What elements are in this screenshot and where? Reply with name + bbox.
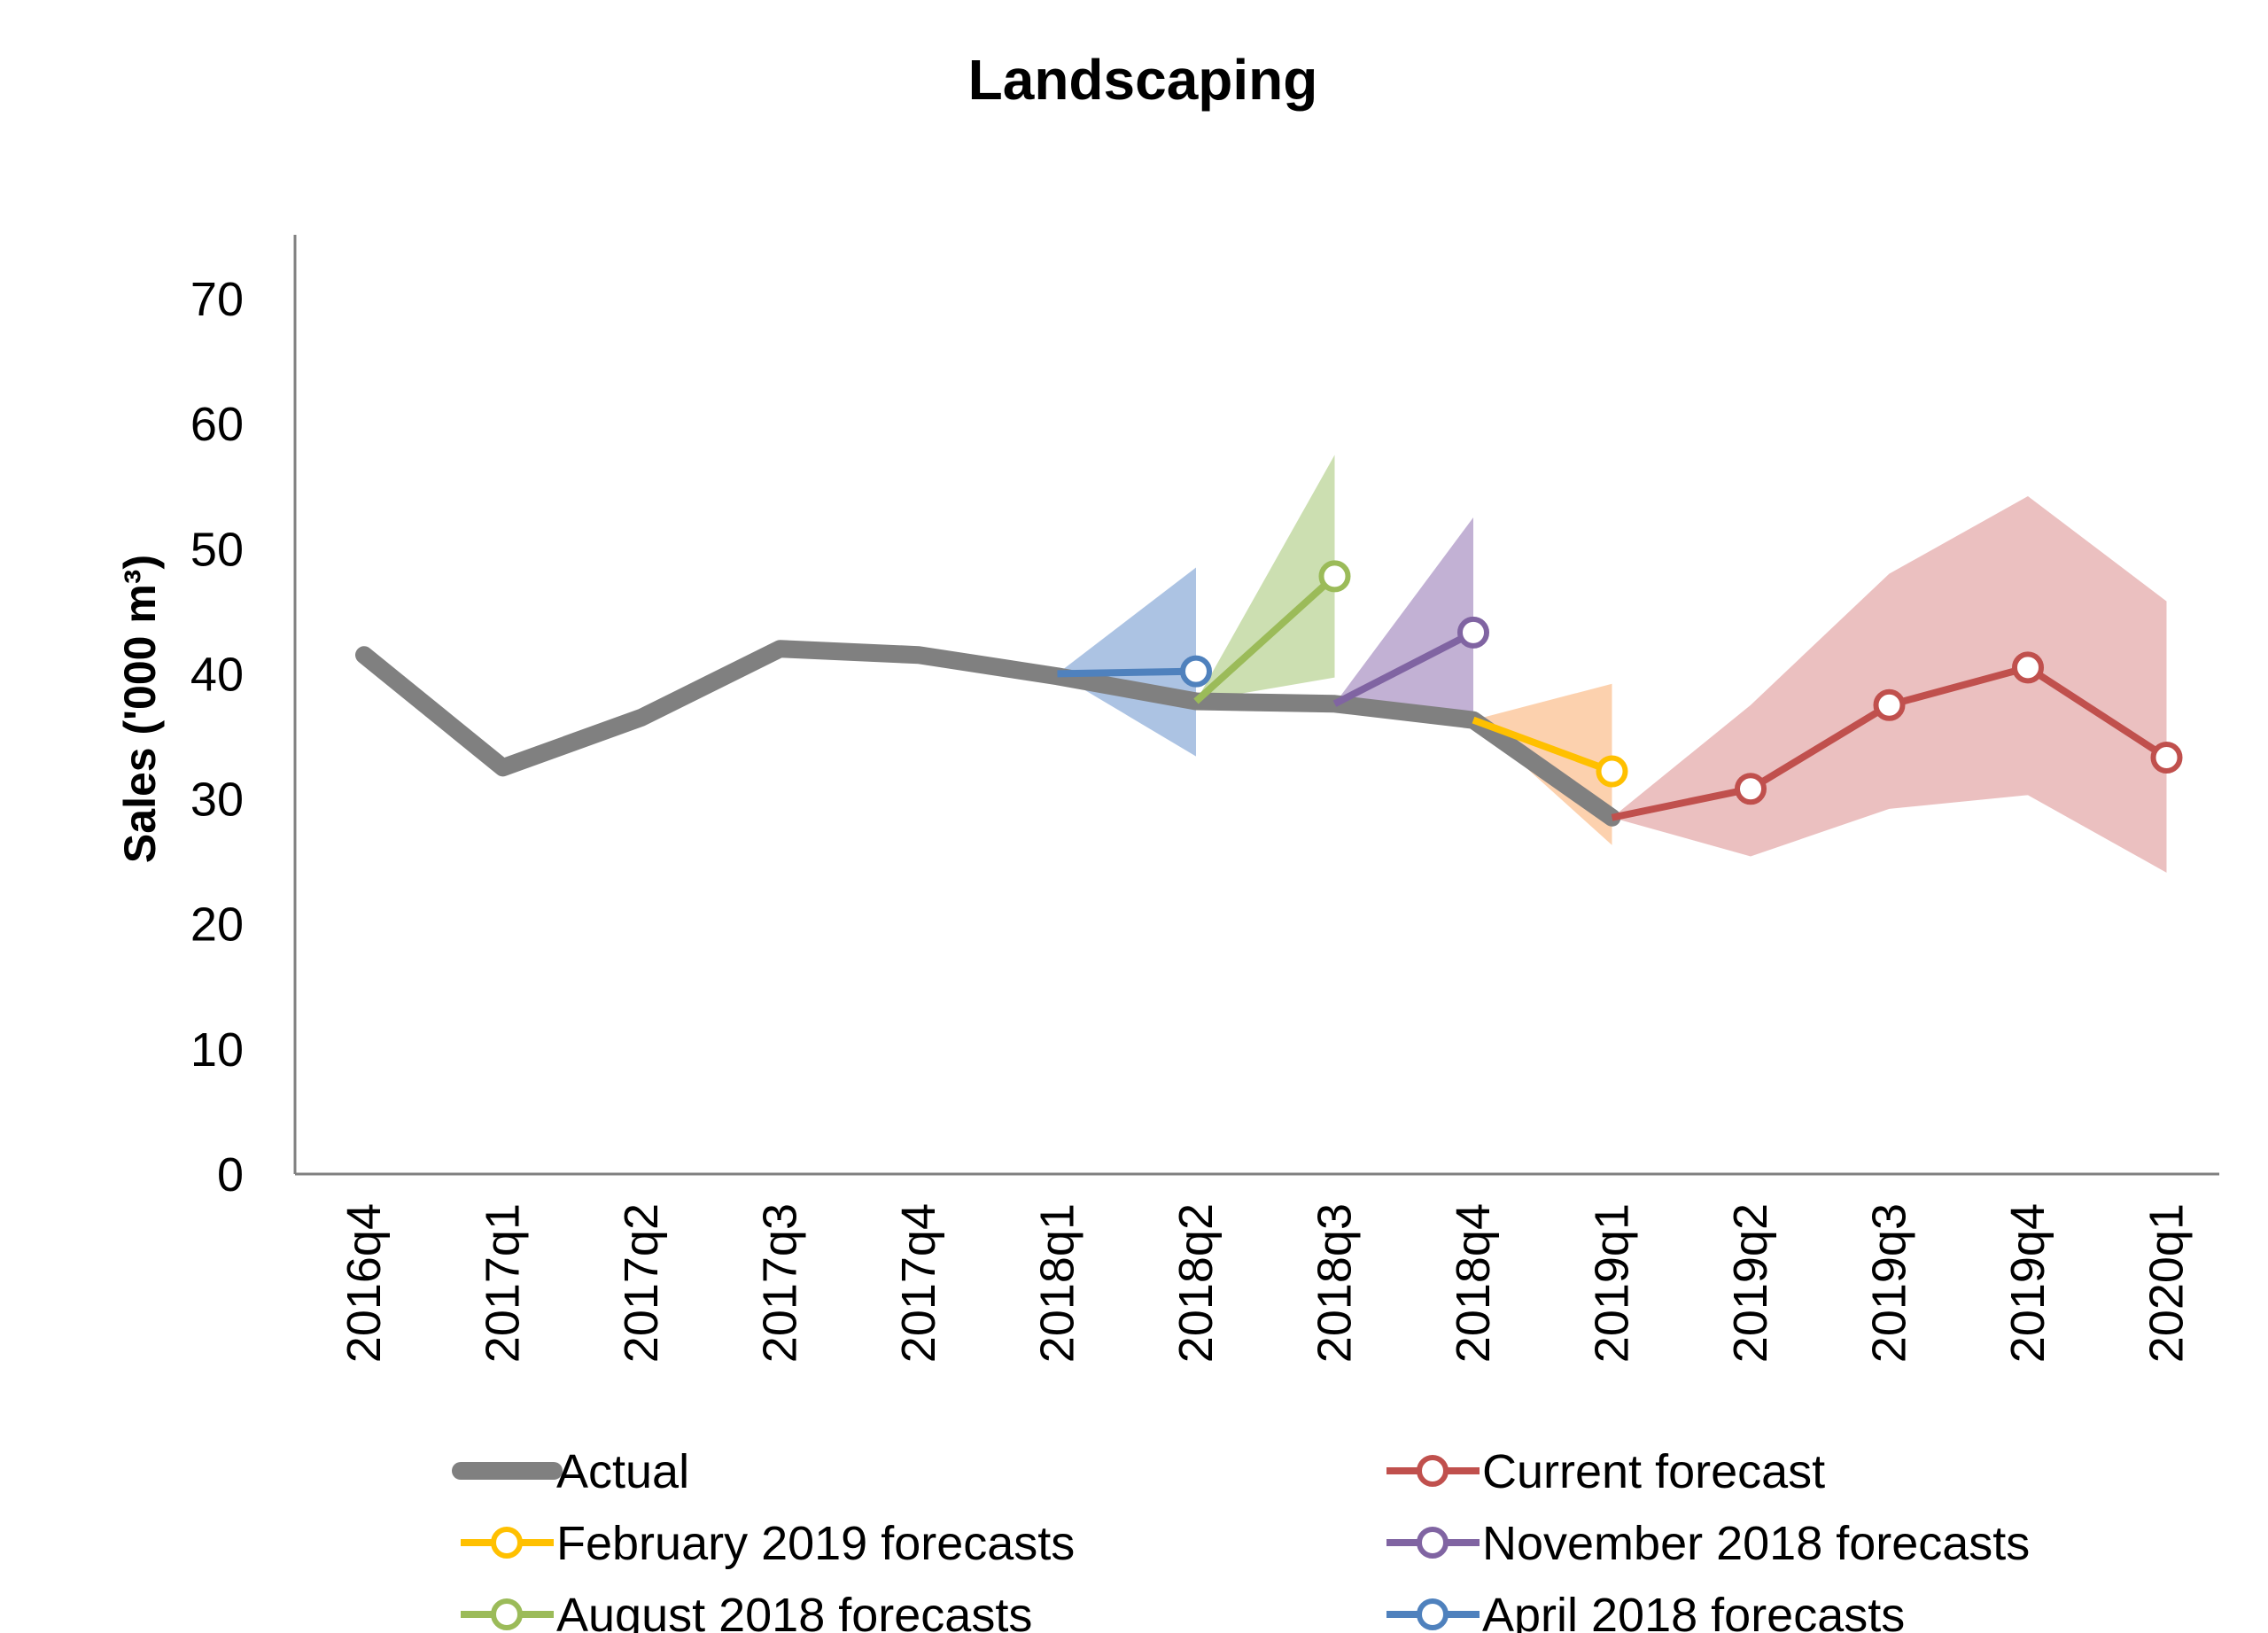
marker-current-forecast-2020q1 (2150, 741, 2183, 774)
x-tick-labels: 2016q4 2017q1 2017q2 2017q3 2017q4 2018q1 2018… (338, 1203, 2194, 1363)
legend-marker-april-2018-forecasts (1417, 1598, 1449, 1630)
legend-label-actual: Actual (556, 1445, 689, 1498)
y-tick-labels: 0 10 20 30 40 50 60 70 (190, 273, 244, 1201)
line-february-2019-forecasts (1472, 716, 1613, 775)
marker-current-forecast-2019q3 (1873, 688, 1906, 721)
band-august-2018-forecasts (1196, 455, 1335, 702)
line-actual (355, 640, 1621, 827)
x-tick-label: 2017q4 (892, 1203, 945, 1363)
marker-august-2018-forecasts-2018q3 (1318, 560, 1351, 593)
x-tick-label: 2016q4 (338, 1203, 391, 1363)
line-november-2018-forecasts (1332, 629, 1475, 707)
band-current-forecast (1612, 496, 2167, 873)
x-tick-label: 2018q1 (1031, 1203, 1084, 1363)
x-tick-label: 2018q2 (1169, 1203, 1223, 1363)
legend-label-april-2018-forecasts: April 2018 forecasts (1482, 1589, 1905, 1633)
y-axis-label: Sales ('000 m³) (115, 555, 165, 863)
legend-marker-current-forecast (1417, 1455, 1449, 1487)
y-tick-label: 50 (190, 523, 244, 576)
line-april-2018-forecasts (1057, 667, 1197, 678)
y-tick-label: 40 (190, 648, 244, 701)
x-tick-label: 2017q3 (754, 1203, 807, 1363)
marker-april-2018-forecasts-2018q2 (1180, 655, 1212, 688)
x-tick-label: 2017q1 (477, 1203, 530, 1363)
x-tick-label: 2017q2 (615, 1203, 668, 1363)
line-august-2018-forecasts (1193, 573, 1338, 704)
x-tick-label: 2020q1 (2140, 1203, 2194, 1363)
x-tick-label: 2018q3 (1309, 1203, 1362, 1363)
legend-marker-february-2019-forecasts (491, 1527, 523, 1559)
x-tick-label: 2019q1 (1586, 1203, 1639, 1363)
x-tick-label: 2019q4 (2001, 1203, 2054, 1363)
y-tick-label: 0 (217, 1148, 244, 1201)
legend-marker-august-2018-forecasts (491, 1598, 523, 1630)
y-tick-label: 20 (190, 898, 244, 952)
axes (293, 235, 2219, 1176)
legend-label-august-2018-forecasts: August 2018 forecasts (556, 1589, 1032, 1633)
series-markers (1180, 560, 2183, 805)
legend-label-current-forecast: Current forecast (1482, 1445, 1825, 1498)
marker-february-2019-forecasts-2019q1 (1596, 755, 1628, 788)
legend: Actual Current forecast February 2019 fore… (452, 1445, 2030, 1633)
marker-current-forecast-2019q2 (1735, 773, 1767, 805)
y-tick-label: 70 (190, 273, 244, 326)
legend-label-february-2019-forecasts: February 2019 forecasts (556, 1517, 1075, 1570)
chart-title: Landscaping (968, 48, 1318, 112)
y-tick-label: 60 (190, 398, 244, 451)
marker-current-forecast-2019q4 (2012, 651, 2044, 684)
band-april-2018-forecasts (1057, 567, 1196, 757)
marker-november-2018-forecasts-2018q4 (1457, 616, 1489, 649)
y-tick-label: 30 (190, 774, 244, 827)
x-tick-label: 2019q2 (1724, 1203, 1777, 1363)
legend-label-november-2018-forecasts: November 2018 forecasts (1482, 1517, 2030, 1570)
x-tick-label: 2018q4 (1447, 1203, 1500, 1363)
band-november-2018-forecasts (1334, 517, 1473, 720)
legend-marker-november-2018-forecasts (1417, 1527, 1449, 1559)
x-tick-label: 2019q3 (1863, 1203, 1916, 1363)
y-tick-label: 10 (190, 1023, 244, 1077)
